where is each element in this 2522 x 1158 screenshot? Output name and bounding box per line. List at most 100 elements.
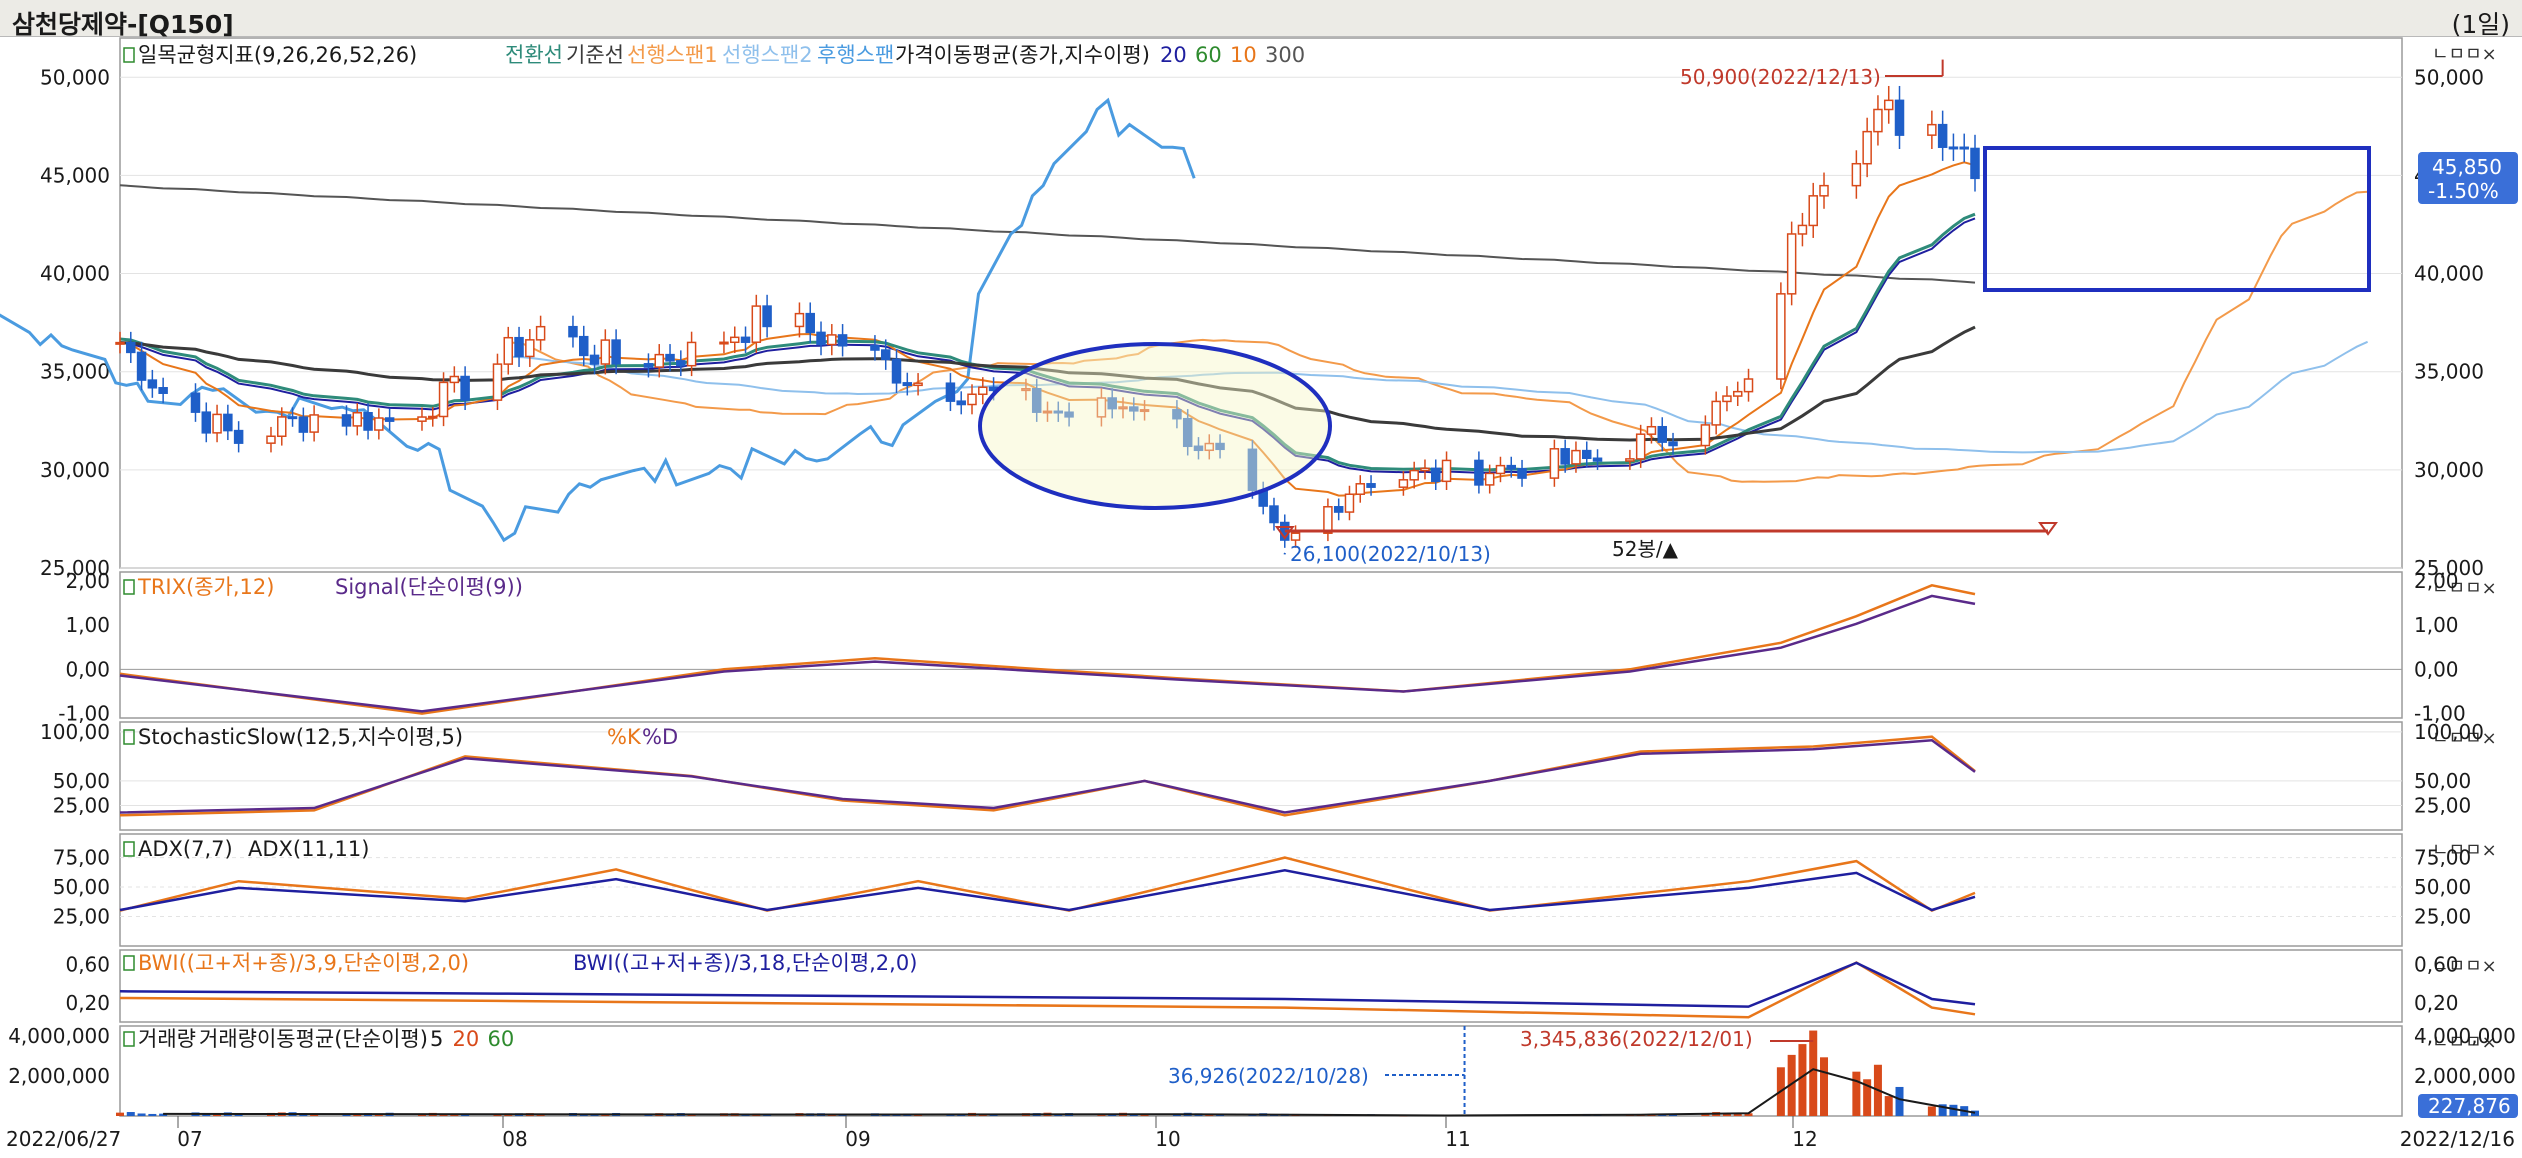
candle-body (1366, 483, 1376, 488)
candle-body (384, 417, 395, 422)
bwi-y-tick-left: 0,60 (65, 952, 110, 976)
volume-min-annotation: 36,926(2022/10/28) (1168, 1064, 1369, 1088)
volume-bar (1852, 1071, 1861, 1116)
candle-body (492, 363, 503, 401)
candle-body (136, 351, 147, 381)
price-y-tick-right: 50,000 (2414, 65, 2484, 89)
candle-body (1937, 123, 1948, 148)
price-y-tick-right: 40,000 (2414, 262, 2484, 286)
candle-body (1420, 467, 1430, 472)
stoch-y-tick-left: 25,00 (53, 793, 110, 817)
price-y-tick-left: 30,000 (40, 458, 110, 482)
candle-body (1495, 464, 1506, 475)
price-legend-item-6: 가격이동평균(종가,지수이평) (895, 43, 1150, 67)
leading-span2-line (512, 340, 2369, 454)
last-price-badge (2418, 152, 2518, 204)
price-y-tick-left: 40,000 (40, 262, 110, 286)
candle-body (686, 341, 697, 367)
trix-y-tick-left: -1,00 (58, 702, 110, 726)
candle-body (287, 416, 298, 420)
price-legend-item-9: 10 (1230, 43, 1257, 67)
candle-body (1894, 99, 1905, 136)
ma20-line (119, 217, 1976, 474)
candle-body (1581, 449, 1592, 460)
candle-body (1431, 467, 1441, 483)
price-y-tick-left: 45,000 (40, 163, 110, 187)
price-legend-item-0: 일목균형지표(9,26,26,52,26) (138, 43, 417, 67)
panel-frame-stoch (119, 721, 2403, 831)
candle-body (1398, 479, 1409, 488)
candle-body (1571, 449, 1581, 465)
last-change: -1.50% (2428, 179, 2499, 203)
ma300-line (119, 184, 1976, 284)
bwi-legend-item-0: BWI((고+저+종)/3,9,단순이평,2,0) (138, 951, 469, 975)
volume-bar (1744, 1113, 1753, 1116)
trix-signal-line (119, 594, 1976, 713)
candle-body (1182, 417, 1193, 448)
panel-buttons-adx: ㄴㅁㅁ× (2432, 840, 2497, 861)
candle-body (945, 382, 956, 402)
volume-bar (1733, 1113, 1742, 1116)
candle-body (568, 325, 578, 338)
volume-bar (1722, 1113, 1731, 1116)
candle-body (212, 413, 222, 434)
candle-body (1635, 433, 1646, 460)
low-annotation: 26,100(2022/10/13) (1290, 542, 1491, 566)
stoch-y-tick-left: 50,00 (53, 769, 110, 793)
candle-body (352, 411, 363, 427)
highlight-box (1983, 146, 2371, 292)
candle-body (1129, 406, 1139, 412)
x-axis-month-label: 07 (177, 1127, 202, 1151)
candle-body (1819, 184, 1829, 197)
x-axis-month-label: 10 (1155, 1127, 1180, 1151)
candle-body (1409, 469, 1419, 481)
candle-body (1560, 448, 1570, 465)
stoch-y-tick-right: 100,00 (2414, 720, 2484, 744)
volume-bar (116, 1112, 124, 1116)
x-axis-month-label: 12 (1792, 1127, 1817, 1151)
candle-body (460, 375, 470, 401)
candle-body (503, 336, 514, 365)
candle-body (880, 349, 891, 361)
candle-body (1646, 425, 1657, 435)
candle-body (719, 341, 729, 345)
range-start-marker (1274, 526, 1295, 540)
panel-buttons-bg-price (2430, 42, 2520, 62)
price-legend-item-8: 60 (1195, 43, 1222, 67)
candle-body (1517, 468, 1527, 479)
candle-body (1862, 130, 1872, 165)
candle-body (643, 363, 654, 368)
bwi-legend-icon (123, 955, 135, 971)
bwi-y-tick-right: 0,60 (2414, 952, 2459, 976)
range-end-marker (2038, 522, 2058, 536)
candle-body (1657, 425, 1667, 443)
candle-body (1096, 397, 1107, 418)
candle-body (1592, 457, 1603, 462)
trix-y-tick-right: 1,00 (2414, 613, 2459, 637)
stoch-legend-item-2: %D (642, 725, 678, 749)
x-axis-month-label: 09 (845, 1127, 870, 1151)
volume-bar (1820, 1057, 1829, 1116)
candle-body (1743, 378, 1754, 393)
candle-body (298, 416, 309, 433)
vol-y-tick-left: 4,000,000 (8, 1024, 110, 1048)
candle-body (1193, 445, 1204, 452)
candle-body (201, 411, 212, 434)
candle-body (1204, 442, 1215, 452)
volume-bar (1884, 1096, 1893, 1116)
candle-body (978, 386, 988, 396)
candle-body (1344, 493, 1355, 513)
price-legend-item-10: 300 (1265, 43, 1305, 67)
volume-bar (1949, 1104, 1958, 1116)
range-label: 52봉/▲ (1612, 537, 1679, 561)
volume-bar (1798, 1044, 1807, 1116)
candle-body (837, 334, 848, 347)
candle-body (1269, 505, 1279, 524)
candle-body (1797, 224, 1808, 235)
candle-body (1808, 195, 1818, 227)
candle-body (729, 336, 740, 344)
candle-body (1042, 410, 1053, 414)
last-volume: 227,876 (2428, 1094, 2511, 1118)
candle-body (1851, 162, 1862, 187)
